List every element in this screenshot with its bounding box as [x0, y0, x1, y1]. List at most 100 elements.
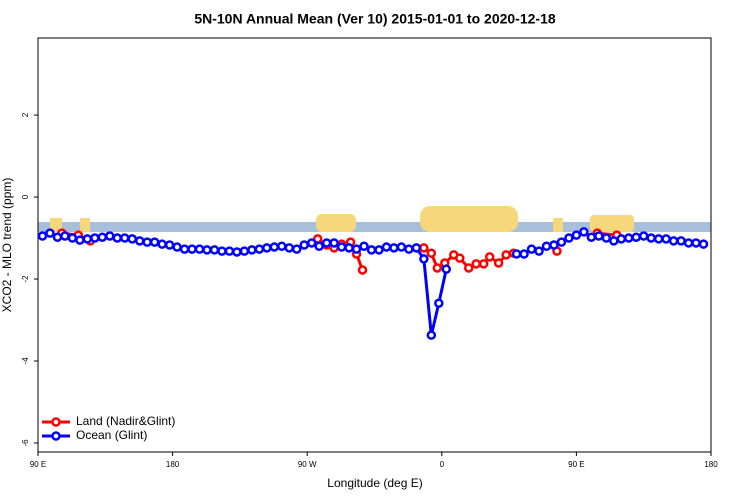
point — [623, 233, 634, 243]
point — [471, 259, 481, 269]
point — [90, 233, 100, 243]
point — [164, 240, 175, 250]
point — [549, 240, 559, 250]
point — [351, 244, 362, 254]
point — [594, 231, 604, 241]
point — [541, 241, 552, 251]
point — [366, 245, 377, 255]
y-tick-label: -4 — [21, 357, 30, 365]
chart-title: 5N-10N Annual Mean (Ver 10) 2015-01-01 t… — [194, 11, 556, 27]
point — [277, 241, 287, 251]
point — [441, 264, 452, 274]
point — [119, 233, 130, 243]
point — [359, 241, 369, 251]
point — [646, 233, 656, 243]
land-patch — [553, 218, 563, 232]
point — [179, 244, 190, 254]
point — [493, 258, 504, 268]
point — [157, 239, 167, 249]
point — [314, 241, 324, 251]
point — [638, 231, 649, 241]
legend-label: Ocean (Glint) — [76, 428, 147, 442]
point — [149, 237, 160, 247]
point — [187, 244, 197, 254]
point — [112, 233, 123, 243]
point — [194, 244, 205, 254]
land-patch — [420, 206, 518, 232]
point — [291, 244, 302, 254]
point — [105, 231, 115, 241]
point — [501, 250, 511, 260]
point — [374, 245, 384, 255]
point — [262, 243, 272, 253]
plot-frame — [37, 37, 712, 453]
point — [631, 232, 641, 242]
point — [519, 249, 529, 259]
point — [299, 240, 309, 250]
point — [381, 242, 392, 252]
point — [284, 243, 295, 253]
legend-marker — [51, 417, 61, 427]
point — [526, 244, 537, 254]
point — [357, 265, 368, 275]
point — [232, 247, 242, 257]
point — [202, 245, 212, 255]
point — [463, 263, 474, 273]
point — [676, 236, 686, 246]
y-tick-label: -2 — [21, 275, 30, 283]
land-patch — [316, 214, 356, 232]
point — [534, 246, 544, 256]
point — [172, 242, 182, 252]
y-axis-label: XCO2 - MLO trend (ppm) — [0, 178, 14, 313]
y-tick-label: 0 — [21, 194, 30, 199]
point — [52, 232, 63, 242]
ocean-strip — [38, 222, 711, 232]
x-tick-label: 0 — [440, 460, 445, 469]
point — [97, 232, 108, 242]
point — [579, 227, 589, 237]
point — [37, 231, 48, 241]
point — [239, 246, 250, 256]
point — [217, 246, 227, 256]
point — [306, 238, 317, 248]
x-tick-label: 90 E — [30, 460, 46, 469]
point — [601, 233, 612, 243]
point — [511, 249, 522, 259]
x-tick-label: 180 — [166, 460, 180, 469]
point — [454, 253, 465, 263]
point — [478, 259, 489, 269]
point — [419, 254, 429, 264]
point — [321, 238, 332, 248]
point — [419, 243, 429, 253]
point — [426, 330, 437, 340]
y-tick-label: -6 — [21, 439, 30, 447]
legend-marker — [51, 431, 61, 441]
point — [434, 298, 444, 308]
y-tick-label: 2 — [21, 112, 30, 117]
point — [247, 245, 257, 255]
point — [60, 231, 70, 241]
point — [616, 234, 627, 244]
point — [698, 239, 709, 249]
point — [329, 238, 339, 248]
point — [82, 234, 93, 244]
point — [134, 236, 145, 246]
x-tick-label: 90 W — [298, 460, 317, 469]
point — [484, 252, 495, 262]
point — [75, 235, 85, 245]
point — [396, 242, 407, 252]
legend-label: Land (Nadir&Glint) — [76, 414, 175, 428]
x-tick-label: 90 E — [568, 460, 584, 469]
point — [564, 233, 574, 243]
point — [426, 248, 437, 258]
point — [67, 233, 78, 243]
point — [344, 243, 354, 253]
x-tick-label: 180 — [704, 460, 718, 469]
point — [661, 234, 671, 244]
point — [668, 236, 679, 246]
x-axis-label: Longitude (deg E) — [327, 476, 422, 490]
point — [336, 242, 347, 252]
point — [45, 228, 55, 238]
point — [571, 230, 582, 240]
